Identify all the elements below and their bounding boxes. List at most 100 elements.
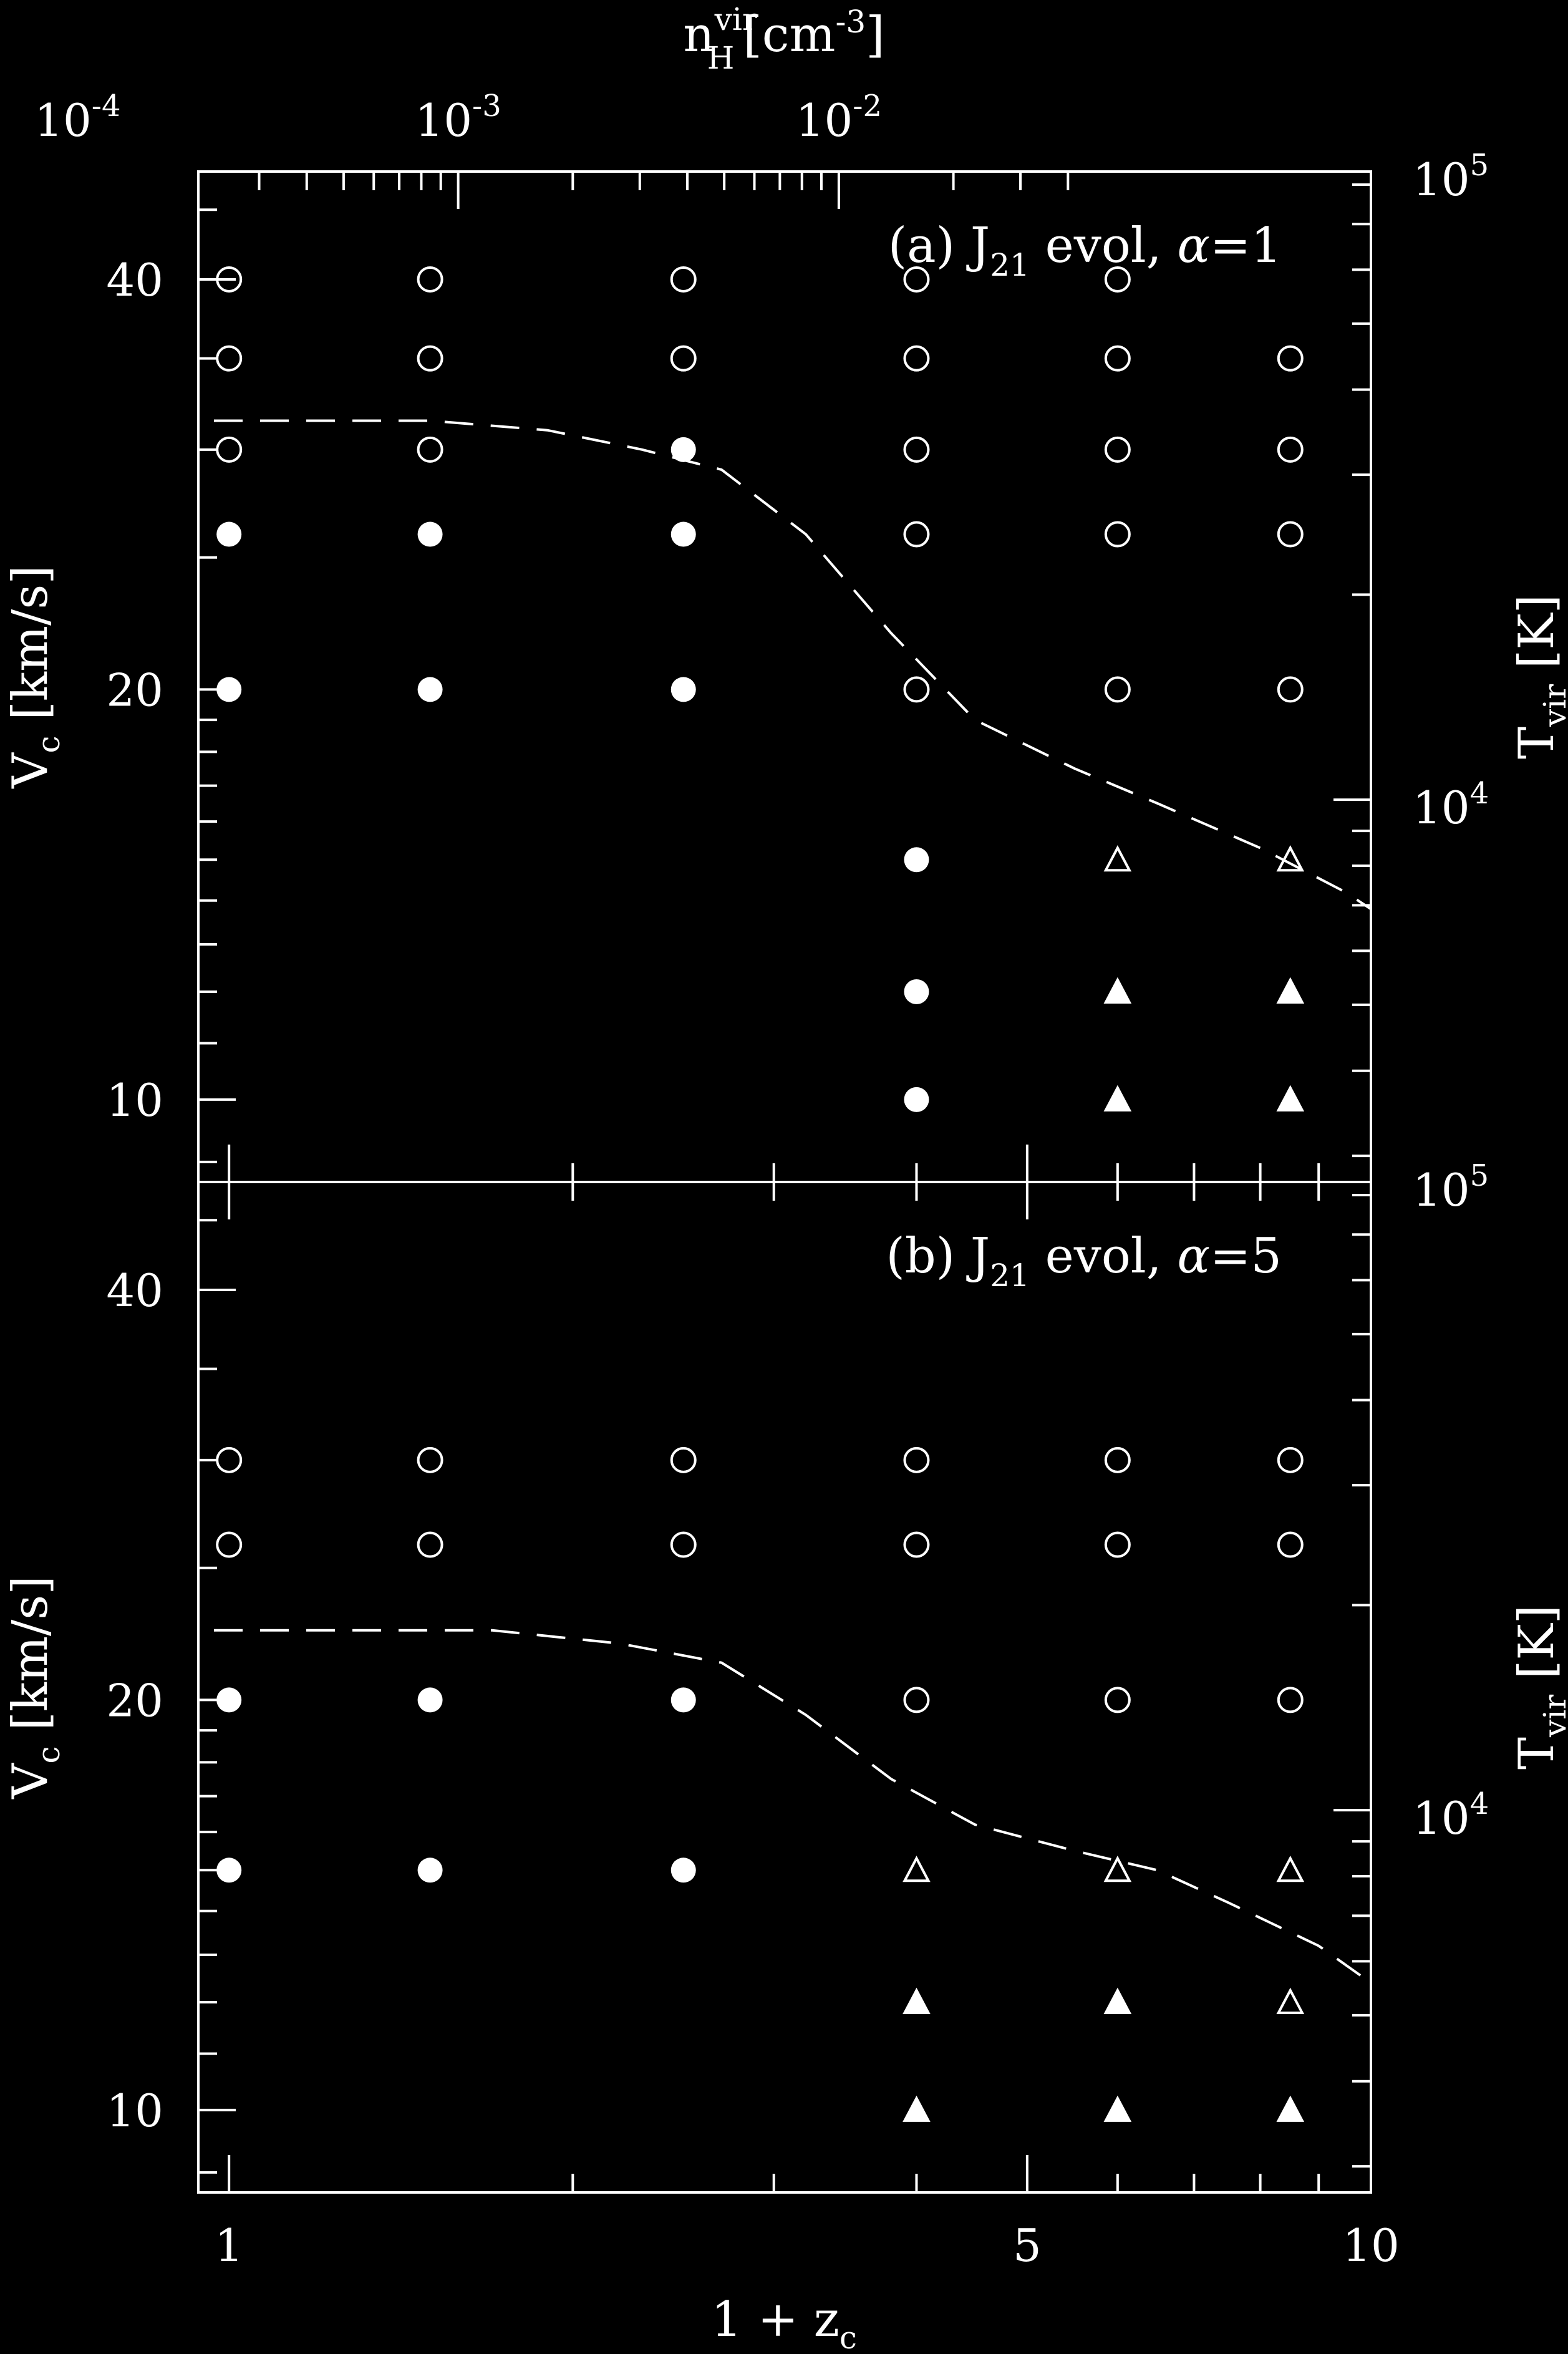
open-circle-point xyxy=(417,345,443,372)
panel-b-ticks xyxy=(198,1182,1372,2192)
panel-b-ytick-labels: 10 20 40 xyxy=(106,1264,163,2137)
open-circle-point xyxy=(903,676,930,703)
filled-circle-point xyxy=(670,521,696,547)
open-circle-point xyxy=(1277,436,1304,463)
filled-circle-point xyxy=(216,1687,242,1713)
filled-triangle-point xyxy=(903,2095,931,2122)
open-circle-point xyxy=(216,1446,243,1473)
filled-circle-point xyxy=(417,1687,443,1713)
top-tick-label: 10-4 xyxy=(34,89,120,147)
open-circle-point xyxy=(1277,1531,1304,1558)
filled-triangle-point xyxy=(1103,1085,1132,1112)
panel-a-y2tick-labels: 104 105 xyxy=(1413,148,1489,834)
panel-b-markers xyxy=(216,1446,1305,2122)
filled-circle-point xyxy=(417,677,443,702)
y-tick-label: 10 xyxy=(106,1074,163,1126)
panel-a-top-tick-labels: 10-4 10-3 10-2 xyxy=(34,89,882,147)
x-tick-label: 10 xyxy=(1342,2219,1400,2272)
panel-b-frame xyxy=(197,1181,1372,2194)
filled-circle-point xyxy=(216,1858,242,1883)
open-circle-point xyxy=(1104,676,1131,703)
open-triangle-point xyxy=(1103,845,1132,872)
panel-a-y2label: Tvir [K] xyxy=(1509,594,1568,759)
open-circle-point xyxy=(216,345,243,372)
y-tick-label: 40 xyxy=(106,254,163,306)
filled-circle-point xyxy=(216,521,242,547)
open-circle-point xyxy=(903,1687,930,1713)
filled-circle-point xyxy=(904,1087,929,1112)
panel-b-xtick-labels: 1 5 10 xyxy=(215,2219,1400,2272)
filled-circle-point xyxy=(670,677,696,702)
panel-a-ytick-labels: 10 20 40 xyxy=(106,254,163,1126)
filled-triangle-point xyxy=(1103,2095,1132,2122)
dashed-curve xyxy=(214,1629,1372,1984)
open-circle-point xyxy=(1104,345,1131,372)
top-axis-label: nvir H [cm-3] xyxy=(683,1,884,76)
open-circle-point xyxy=(670,1446,697,1473)
open-circle-point xyxy=(903,1531,930,1558)
y-tick-label: 40 xyxy=(106,1264,163,1317)
open-circle-point xyxy=(1104,1687,1131,1713)
open-circle-point xyxy=(1104,1446,1131,1473)
open-circle-point xyxy=(417,1531,443,1558)
y2-tick-label: 105 xyxy=(1413,1158,1489,1216)
panel-a-markers xyxy=(216,266,1305,1112)
x-axis-label: 1 + zc xyxy=(711,2292,857,2354)
filled-circle-point xyxy=(216,677,242,702)
panel-b-ylabel: Vc [km/s] xyxy=(2,1576,67,1799)
open-circle-point xyxy=(1277,1446,1304,1473)
open-circle-point xyxy=(903,1446,930,1473)
open-triangle-point xyxy=(1276,845,1305,872)
filled-circle-point xyxy=(417,1858,443,1883)
open-triangle-point xyxy=(1103,1856,1132,1882)
panel-b-annotation: (b) J21 evol, α=5 xyxy=(886,1228,1282,1294)
filled-triangle-point xyxy=(903,1987,931,2014)
panel-b-curve-group xyxy=(214,1629,1372,1984)
panel-a-annotation: (a) J21 evol, α=1 xyxy=(888,218,1282,283)
open-circle-point xyxy=(1277,1687,1304,1713)
y2-tick-label: 104 xyxy=(1413,1786,1489,1844)
x-tick-label: 5 xyxy=(1013,2219,1042,2272)
open-circle-point xyxy=(903,345,930,372)
y-tick-label: 20 xyxy=(106,1674,163,1727)
open-circle-point xyxy=(1277,345,1304,372)
x-tick-label: 1 xyxy=(215,2219,243,2272)
open-circle-point xyxy=(417,266,443,293)
open-circle-point xyxy=(670,1531,697,1558)
y2-tick-label: 104 xyxy=(1413,776,1489,834)
filled-circle-point xyxy=(670,1858,696,1883)
filled-triangle-point xyxy=(1103,977,1132,1004)
filled-triangle-point xyxy=(1276,977,1305,1004)
open-circle-point xyxy=(670,266,697,293)
open-circle-point xyxy=(903,266,930,293)
open-triangle-point xyxy=(1276,1856,1305,1882)
open-circle-point xyxy=(1104,436,1131,463)
open-circle-point xyxy=(1104,266,1131,293)
top-tick-label: 10-2 xyxy=(796,89,882,147)
open-circle-point xyxy=(1104,1531,1131,1558)
panel-b-y2label: Tvir [K] xyxy=(1509,1605,1568,1770)
filled-circle-point xyxy=(904,847,929,873)
open-circle-point xyxy=(216,266,243,293)
filled-triangle-point xyxy=(1103,1987,1132,2014)
filled-circle-point xyxy=(670,437,696,462)
open-circle-point xyxy=(417,436,443,463)
y-tick-label: 10 xyxy=(106,2085,163,2137)
filled-circle-point xyxy=(670,1687,696,1713)
panel-a: 10 20 40 104 105 10-4 10-3 10-2 (a) J21 evol,… xyxy=(2,89,1568,1183)
open-triangle-point xyxy=(903,1856,931,1882)
panel-a-ylabel: Vc [km/s] xyxy=(2,565,67,789)
dashed-curve xyxy=(214,419,1372,911)
open-circle-point xyxy=(216,1531,243,1558)
filled-triangle-point xyxy=(1276,2095,1305,2122)
open-triangle-point xyxy=(1276,1987,1305,2014)
open-circle-point xyxy=(1104,521,1131,548)
filled-triangle-point xyxy=(1276,1085,1305,1112)
y2-tick-label: 105 xyxy=(1413,148,1489,206)
open-circle-point xyxy=(670,345,697,372)
filled-circle-point xyxy=(417,521,443,547)
open-circle-point xyxy=(903,521,930,548)
filled-circle-point xyxy=(904,979,929,1004)
